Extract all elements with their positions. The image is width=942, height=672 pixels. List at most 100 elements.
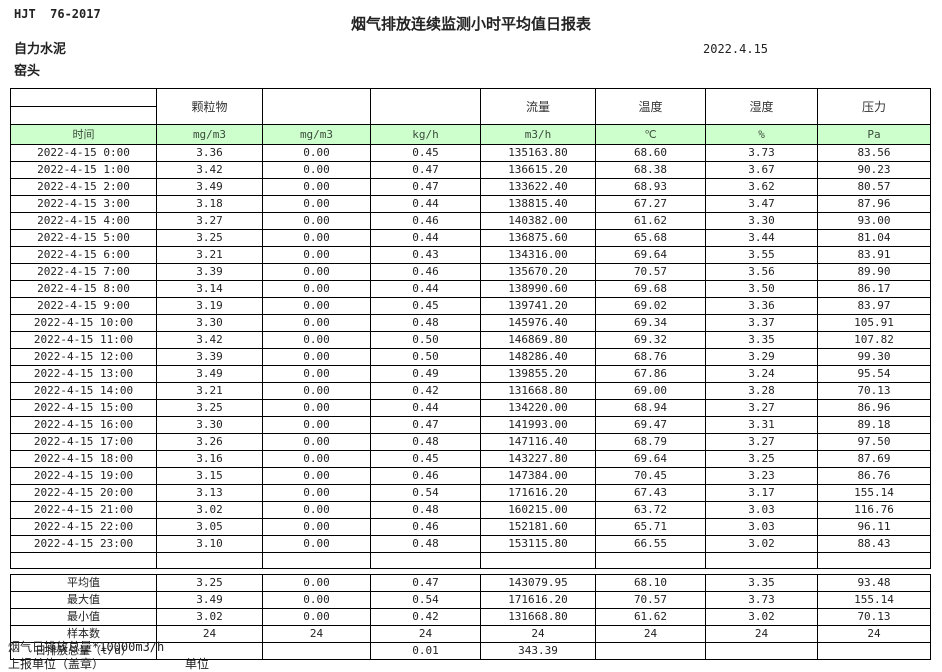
- value-cell: 3.62: [705, 178, 818, 196]
- value-cell: 105.91: [817, 314, 931, 332]
- table-row: 2022-4-15 4:00 3.27 0.00 0.46 140382.00 61.62…: [10, 212, 931, 230]
- value-cell: 0.00: [262, 450, 371, 468]
- flow-total-note: 烟气日排放总量*10000m3/h: [8, 640, 165, 654]
- value-cell: 69.00: [595, 382, 706, 400]
- time-cell: 2022-4-15 18:00: [10, 450, 157, 468]
- value-cell: 136875.60: [480, 229, 596, 247]
- value-cell: 0.00: [262, 365, 371, 383]
- time-cell: 2022-4-15 12:00: [10, 348, 157, 366]
- value-cell: 3.31: [705, 416, 818, 434]
- header-group-cell: 流量: [480, 88, 596, 125]
- table-row: 2022-4-15 10:00 3.30 0.00 0.48 145976.40 69.3…: [10, 314, 931, 332]
- value-cell: 140382.00: [480, 212, 596, 230]
- value-cell: 0.00: [262, 297, 371, 315]
- value-cell: 3.03: [705, 518, 818, 536]
- table-row: 2022-4-15 9:00 3.19 0.00 0.45 139741.20 69.02…: [10, 297, 931, 315]
- summary-value-cell: 0.47: [370, 574, 481, 592]
- value-cell: 0.00: [262, 263, 371, 281]
- value-cell: 3.27: [156, 212, 263, 230]
- value-cell: 83.97: [817, 297, 931, 315]
- table-row: 2022-4-15 3:00 3.18 0.00 0.44 138815.40 67.27…: [10, 195, 931, 213]
- value-cell: 3.24: [705, 365, 818, 383]
- value-cell: 3.49: [156, 365, 263, 383]
- table-row: 2022-4-15 14:00 3.21 0.00 0.42 131668.80 69.0…: [10, 382, 931, 400]
- header-corner-cell: [10, 88, 157, 107]
- table-row: 2022-4-15 11:00 3.42 0.00 0.50 146869.80 69.3…: [10, 331, 931, 349]
- header-group-cell: 温度: [595, 88, 706, 125]
- value-cell: 69.32: [595, 331, 706, 349]
- value-cell: 0.00: [262, 229, 371, 247]
- unit-cell: %: [705, 124, 818, 145]
- table-row: 2022-4-15 15:00 3.25 0.00 0.44 134220.00 68.9…: [10, 399, 931, 417]
- summary-value-cell: 3.25: [156, 574, 263, 592]
- summary-value-cell: 24: [817, 625, 931, 643]
- value-cell: 3.26: [156, 433, 263, 451]
- value-cell: 134220.00: [480, 399, 596, 417]
- value-cell: 0.00: [262, 484, 371, 502]
- value-cell: 3.30: [156, 314, 263, 332]
- value-cell: 69.47: [595, 416, 706, 434]
- value-cell: 0.00: [262, 399, 371, 417]
- summary-value-cell: 70.13: [817, 608, 931, 626]
- summary-value-cell: 61.62: [595, 608, 706, 626]
- summary-value-cell: 0.00: [262, 591, 371, 609]
- value-cell: 3.67: [705, 161, 818, 179]
- table-row: 2022-4-15 7:00 3.39 0.00 0.46 135670.20 70.57…: [10, 263, 931, 281]
- value-cell: 0.50: [370, 348, 481, 366]
- summary-value-cell: 143079.95: [480, 574, 596, 592]
- value-cell: 3.19: [156, 297, 263, 315]
- unit-cell: ℃: [595, 124, 706, 145]
- value-cell: 3.23: [705, 467, 818, 485]
- value-cell: 0.00: [262, 416, 371, 434]
- value-cell: 65.68: [595, 229, 706, 247]
- value-cell: 96.11: [817, 518, 931, 536]
- summary-value-cell: [262, 642, 371, 660]
- time-cell: 2022-4-15 21:00: [10, 501, 157, 519]
- value-cell: 3.27: [705, 399, 818, 417]
- summary-value-cell: [595, 642, 706, 660]
- summary-row: 日排放总量（t/d） 0.01 343.39: [10, 642, 931, 660]
- time-cell: 2022-4-15 7:00: [10, 263, 157, 281]
- time-header-cell: 时间: [10, 124, 157, 145]
- value-cell: 0.46: [370, 263, 481, 281]
- value-cell: 3.50: [705, 280, 818, 298]
- value-cell: 0.42: [370, 382, 481, 400]
- value-cell: 3.25: [156, 399, 263, 417]
- value-cell: 87.96: [817, 195, 931, 213]
- value-cell: 135163.80: [480, 144, 596, 162]
- value-cell: 0.47: [370, 178, 481, 196]
- value-cell: 0.00: [262, 433, 371, 451]
- summary-value-cell: 24: [156, 625, 263, 643]
- value-cell: 0.48: [370, 314, 481, 332]
- unit-cell: m3/h: [480, 124, 596, 145]
- summary-value-cell: 3.73: [705, 591, 818, 609]
- unit-header-row: 时间 mg/m3 mg/m3 kg/h m3/h ℃% Pa: [10, 124, 931, 145]
- value-cell: 107.82: [817, 331, 931, 349]
- value-cell: 3.21: [156, 382, 263, 400]
- time-cell: 2022-4-15 19:00: [10, 467, 157, 485]
- value-cell: 0.43: [370, 246, 481, 264]
- value-cell: 83.56: [817, 144, 931, 162]
- value-cell: 3.25: [705, 450, 818, 468]
- table-row: 2022-4-15 6:00 3.21 0.00 0.43 134316.00 69.64…: [10, 246, 931, 264]
- time-cell: 2022-4-15 5:00: [10, 229, 157, 247]
- summary-value-cell: 343.39: [480, 642, 596, 660]
- time-cell: 2022-4-15 16:00: [10, 416, 157, 434]
- summary-value-cell: 0.54: [370, 591, 481, 609]
- value-cell: 0.00: [262, 144, 371, 162]
- value-cell: 3.15: [156, 467, 263, 485]
- header-group-cell: 颗粒物: [156, 88, 263, 125]
- header-group-cell: [370, 88, 481, 125]
- summary-value-cell: 0.01: [370, 642, 481, 660]
- time-cell: 2022-4-15 14:00: [10, 382, 157, 400]
- value-cell: 69.34: [595, 314, 706, 332]
- header-corner-cell-2: [10, 106, 157, 125]
- table-row: 2022-4-15 21:00 3.02 0.00 0.48 160215.00 63.7…: [10, 501, 931, 519]
- report-table-area: 颗粒物 流量 温度 湿度 压力 时间 mg/m3 mg/m3 kg/h m3/h ℃% Pa 2022-…: [10, 88, 931, 660]
- value-cell: 3.35: [705, 331, 818, 349]
- table-row: 2022-4-15 19:00 3.15 0.00 0.46 147384.00 70.4…: [10, 467, 931, 485]
- unit-cell: mg/m3: [262, 124, 371, 145]
- value-cell: 3.73: [705, 144, 818, 162]
- value-cell: 3.49: [156, 178, 263, 196]
- summary-row: 最大值 3.49 0.00 0.54 171616.20 70.57 3.73 155.14: [10, 591, 931, 609]
